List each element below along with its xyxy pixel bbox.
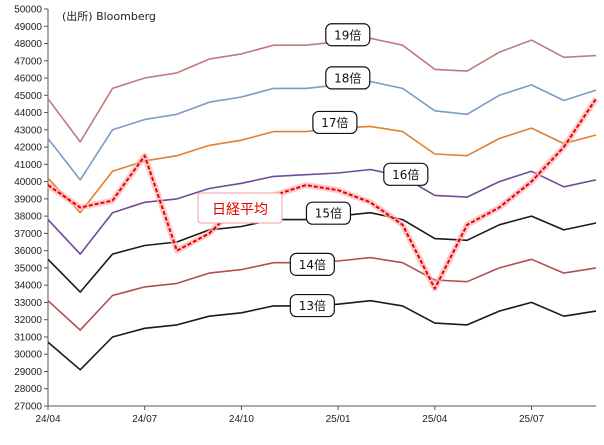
series-label: 14倍: [299, 257, 326, 272]
y-tick-label: 36000: [14, 246, 42, 257]
series-label-box: [383, 162, 429, 186]
y-tick-label: 38000: [14, 212, 42, 223]
series-label-box: [289, 252, 335, 276]
y-tick-label: 44000: [14, 108, 42, 119]
series-label: 15倍: [315, 206, 342, 221]
y-tick-label: 47000: [14, 56, 42, 67]
y-tick-label: 48000: [14, 39, 42, 50]
y-tick-label: 30000: [14, 350, 42, 361]
x-tick-label: 24/07: [132, 414, 157, 425]
y-tick-label: 46000: [14, 74, 42, 85]
series-label: 19倍: [334, 27, 361, 42]
y-tick-label: 39000: [14, 194, 42, 205]
nikkei-label: 日経平均: [212, 202, 268, 218]
y-tick-label: 40000: [14, 177, 42, 188]
y-tick-label: 29000: [14, 367, 42, 378]
y-tick-label: 41000: [14, 160, 42, 171]
series-line-1: [47, 37, 597, 143]
series-label: 13倍: [299, 298, 326, 313]
y-tick-label: 42000: [14, 143, 42, 154]
axes: 27000 28000 29000 30000 31000 32000 33000 34000…: [14, 5, 596, 425]
series-label-box: [325, 66, 371, 90]
y-tick-label: 49000: [14, 22, 42, 33]
y-tick-label: 43000: [14, 125, 42, 136]
x-tick-label: 25/07: [519, 414, 544, 425]
x-tick-label: 25/04: [422, 414, 447, 425]
y-tick-label: 32000: [14, 315, 42, 326]
y-tick-label: 31000: [14, 332, 42, 343]
series-line-3: [47, 125, 597, 214]
source-label: (出所) Bloomberg: [62, 9, 156, 23]
series-line-nikkei: [47, 98, 597, 290]
series-labels: 19倍 18倍 17倍 16倍 15倍 14倍 13倍 日経平均: [197, 23, 429, 318]
series-label-box: [312, 110, 358, 135]
y-tick-label: 50000: [14, 5, 42, 16]
series-label-box: [305, 201, 352, 225]
y-tick-label: 33000: [14, 298, 42, 309]
y-tick-label: 37000: [14, 229, 42, 240]
series-label: 18倍: [334, 70, 361, 85]
series-label: 16倍: [392, 167, 419, 182]
y-tick-label: 27000: [14, 402, 42, 413]
x-tick-label: 25/01: [326, 414, 351, 425]
x-tick-label: 24/10: [229, 414, 254, 425]
y-tick-label: 35000: [14, 263, 42, 274]
y-tick-label: 34000: [14, 281, 42, 292]
y-tick-label: 28000: [14, 384, 42, 395]
y-tick-label: 45000: [14, 91, 42, 102]
series-label: 17倍: [321, 115, 348, 130]
nikkei-label-box: [197, 192, 283, 224]
series-label-box: [289, 293, 335, 318]
series-label-box: [325, 23, 371, 47]
series-line-4: [47, 168, 597, 255]
series-line-2: [47, 80, 597, 181]
x-tick-label: 24/04: [35, 414, 60, 425]
